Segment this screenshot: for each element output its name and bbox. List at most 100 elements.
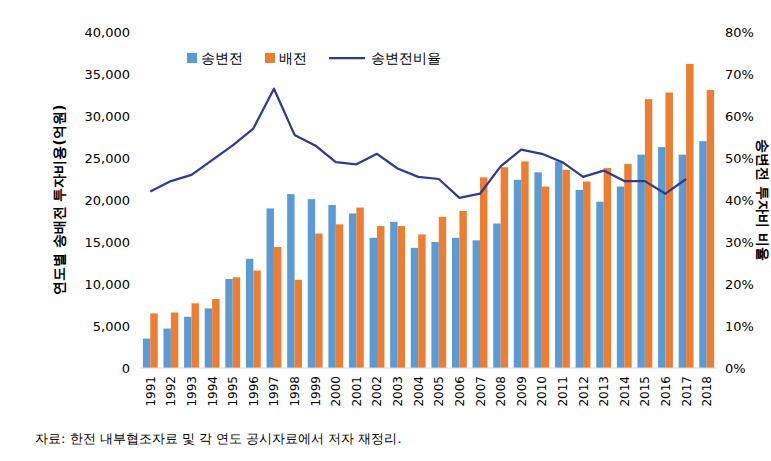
bar [514,180,521,368]
bar [295,280,302,368]
bar [473,240,480,368]
x-tick-label: 2015 [638,376,652,407]
bar [233,277,240,368]
y-tick-label: 0 [122,361,130,376]
bar [617,187,624,368]
bar [583,182,590,368]
bar [225,279,232,368]
x-tick-label: 2013 [597,376,611,407]
x-tick-label: 1996 [247,376,261,407]
bar [205,308,212,368]
x-tick-label: 2016 [659,376,673,407]
bar [308,199,315,368]
x-tick-label: 2010 [535,376,549,407]
x-tick-label: 2014 [618,376,632,407]
bar [246,259,253,368]
legend-swatch [187,53,197,63]
chart: 05,00010,00015,00020,00025,00030,00035,0… [0,0,771,461]
legend-label: 배전 [279,50,307,66]
y2-axis-title: 송변전 투자비 비율 [755,139,771,261]
x-tick-label: 2008 [494,376,508,407]
bar [604,168,611,368]
x-tick-label: 2000 [329,376,343,407]
y2-tick-label: 60% [725,109,754,124]
bar [459,211,466,368]
bar [679,155,686,368]
y-tick-label: 25,000 [85,151,131,166]
x-tick-label: 1998 [288,376,302,407]
bar [349,213,356,368]
x-tick-label: 2003 [391,376,405,407]
y2-tick-label: 50% [725,151,754,166]
bar [480,177,487,368]
x-tick-label: 2001 [350,376,364,407]
bar [596,202,603,368]
bar [665,92,672,368]
x-tick-label: 1995 [226,376,240,407]
bar [452,238,459,368]
legend-label: 송변전 [201,50,243,66]
bar [576,190,583,368]
bar [418,234,425,368]
x-tick-label: 1994 [206,376,220,407]
bar [493,224,500,368]
x-tick-label: 2017 [680,376,694,407]
bar [699,141,706,368]
y-tick-label: 15,000 [85,235,131,250]
bar [562,170,569,368]
bar [192,303,199,368]
bar [521,161,528,368]
x-tick-label: 2005 [432,376,446,407]
bar [686,64,693,368]
bar [336,224,343,368]
bar [253,271,260,368]
bar [555,161,562,368]
x-tick-label: 1999 [309,376,323,407]
bar [624,164,631,368]
legend-swatch [329,57,365,59]
bar [439,217,446,368]
y-tick-label: 35,000 [85,67,131,82]
x-tick-label: 2006 [453,376,467,407]
bar [534,172,541,368]
bar [171,313,178,368]
x-tick-label: 2002 [370,376,384,407]
x-tick-label: 2018 [700,376,714,407]
line [150,89,686,198]
x-axis-line [140,368,717,369]
x-tick-label: 1991 [144,376,158,407]
bar [212,299,219,368]
x-tick-label: 2007 [474,376,488,407]
y2-tick-label: 80% [725,25,754,40]
bar [377,226,384,368]
y2-tick-label: 20% [725,277,754,292]
x-tick-label: 1993 [185,376,199,407]
bar [411,248,418,368]
y-tick-label: 40,000 [85,25,131,40]
bar [398,226,405,368]
y2-tick-label: 40% [725,193,754,208]
plot-area [143,64,714,368]
bar [637,155,644,368]
bar [542,187,549,368]
bar [163,329,170,368]
bar [287,194,294,368]
y-tick-label: 10,000 [85,277,131,292]
bar [356,208,363,368]
bar [707,90,714,368]
x-tick-label: 1997 [267,376,281,407]
bar [431,242,438,368]
bar [267,208,274,368]
x-tick-label: 2012 [577,376,591,407]
bar [645,99,652,368]
bar [501,167,508,368]
bar [274,247,281,368]
y2-tick-label: 0% [725,361,746,376]
y2-tick-label: 30% [725,235,754,250]
y-tick-label: 5,000 [93,319,130,334]
bar [184,317,191,368]
y-axis-title: 연도별 송배전 투자비용(억원) [51,105,67,296]
x-tick-label: 2009 [515,376,529,407]
bar [370,238,377,368]
source-note: 자료: 한전 내부협조자료 및 각 연도 공시자료에서 저자 재정리. [35,431,402,446]
